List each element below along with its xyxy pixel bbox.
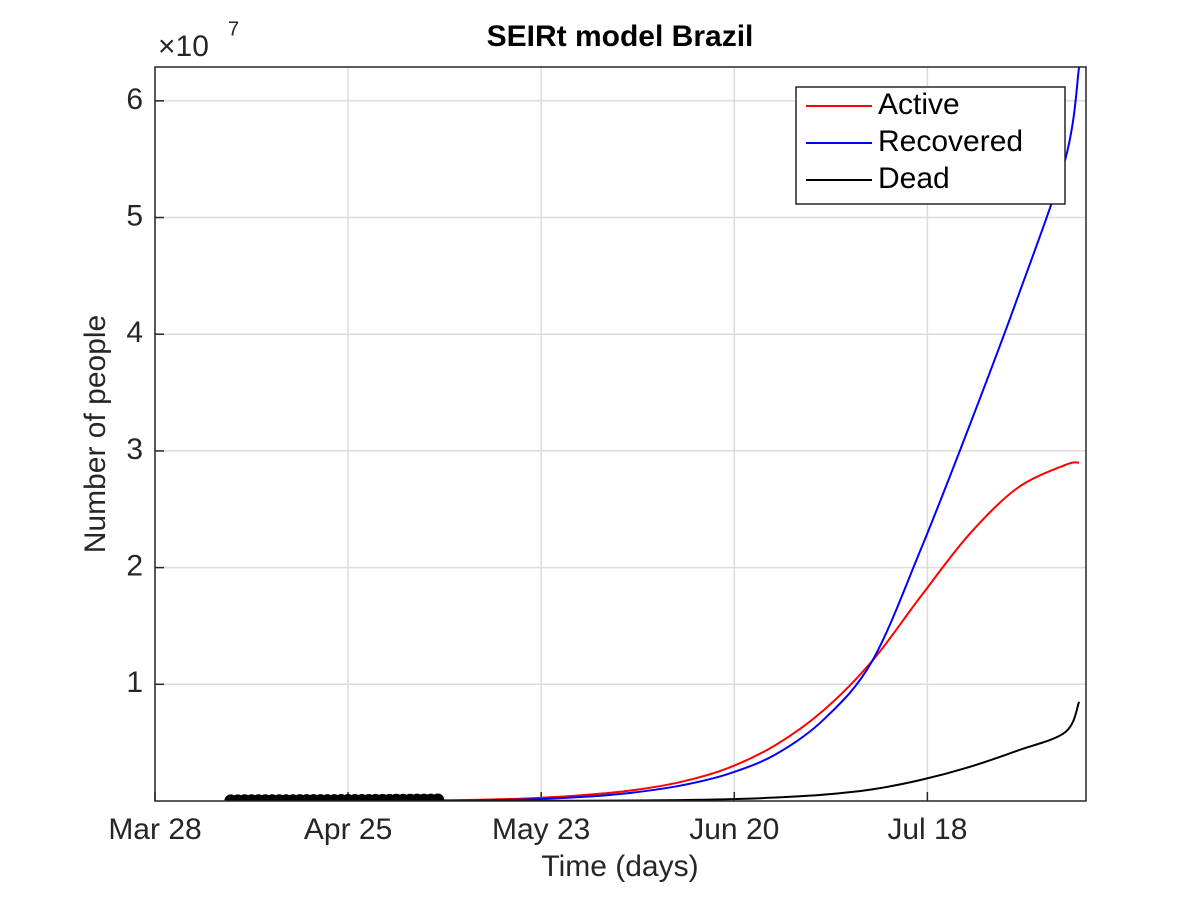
x-tick-label: Apr 25 — [304, 813, 392, 846]
observed-point — [431, 793, 445, 801]
x-tick-label: Jul 18 — [887, 813, 967, 846]
y-axis-label: Number of people — [79, 315, 112, 553]
legend-label: Recovered — [878, 125, 1023, 158]
legend-label: Active — [878, 88, 960, 121]
y-tick-label: 2 — [126, 550, 143, 583]
y-tick-label: 5 — [126, 199, 143, 232]
x-tick-label: Jun 20 — [689, 813, 779, 846]
x-axis-label: Time (days) — [541, 850, 698, 883]
y-tick-label: 4 — [126, 316, 143, 349]
y-multiplier-exponent: 7 — [228, 18, 239, 40]
y-tick-label: 3 — [126, 433, 143, 466]
series-line — [437, 67, 1081, 801]
legend-label: Dead — [878, 162, 950, 195]
axes-frame — [154, 66, 1087, 802]
y-multiplier-base: ×10 — [158, 30, 209, 63]
x-tick-label: May 23 — [492, 813, 590, 846]
chart-title: SEIRt model Brazil — [487, 20, 754, 53]
y-tick-label: 1 — [126, 666, 143, 699]
y-tick-label: 6 — [126, 83, 143, 116]
x-tick-label: Mar 28 — [108, 813, 201, 846]
series-line — [437, 461, 1080, 801]
